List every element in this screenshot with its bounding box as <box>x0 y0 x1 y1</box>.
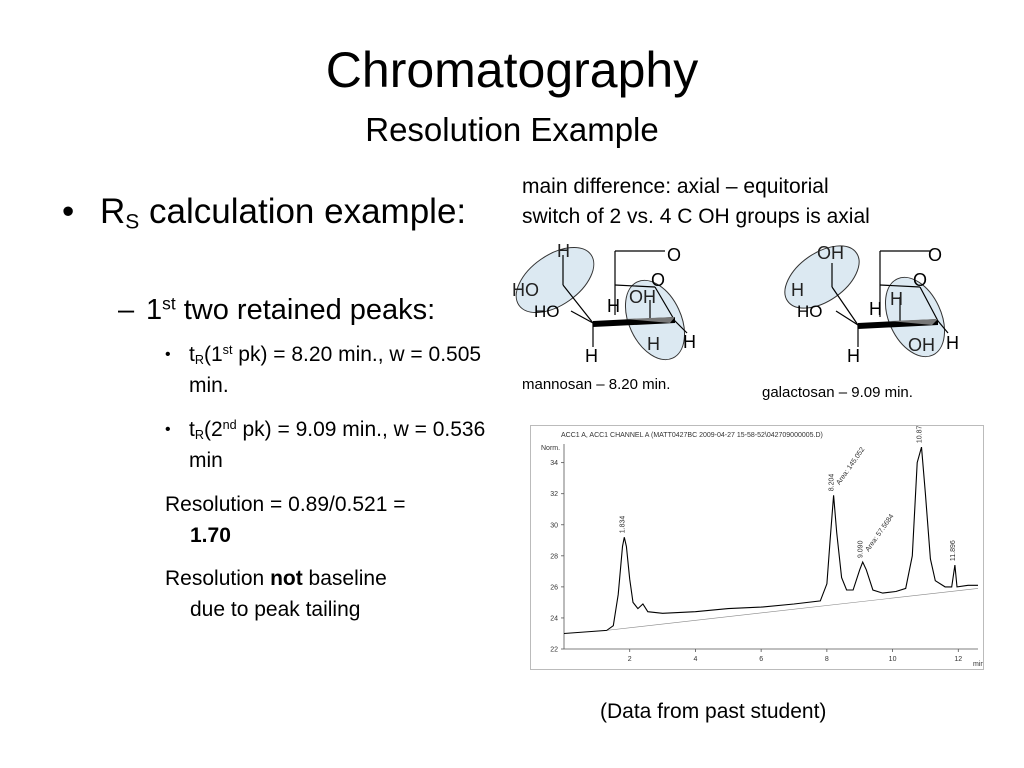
galactosan-o-ring: O <box>928 245 942 265</box>
galactosan-oh-bot: OH <box>908 335 935 355</box>
bullet-marker: • <box>62 192 75 231</box>
chromatogram-svg: ACC1 A, ACC1 CHANNEL A (MATT0427BC 2009-… <box>541 422 984 668</box>
peak-label: 11.896 <box>950 540 957 561</box>
slide-subtitle: Resolution Example <box>365 111 659 148</box>
y-tick-label: 32 <box>550 491 558 498</box>
y-tick-label: 26 <box>550 584 558 591</box>
mannosan-h-bot-right: H <box>647 334 660 354</box>
chromatogram-trace <box>563 446 978 635</box>
bullet-marker: • <box>165 421 171 438</box>
mannosan-ho-left: HO <box>512 280 539 300</box>
bullet-text: tR(2nd pk) = 9.09 min., w = 0.536 min <box>189 418 486 472</box>
galactosan-h-c: H <box>890 289 903 309</box>
mannosan-oh: OH <box>629 287 656 307</box>
bullet-peak-1: • tR(1st pk) = 8.20 min., w = 0.505 min. <box>165 339 485 403</box>
mannosan-h-right: H <box>683 332 696 352</box>
mannosan-h-mid: H <box>607 296 620 316</box>
mannosan-h-bottom: H <box>585 346 598 366</box>
y-tick-label: 30 <box>550 522 558 529</box>
bullet-marker: • <box>165 346 171 363</box>
mannosan-o-bridge: O <box>651 270 665 290</box>
data-source-note: (Data from past student) <box>600 700 827 723</box>
y-tick-label: 22 <box>550 647 558 654</box>
galactosan-ho-c: HO <box>797 302 823 321</box>
mannosan-structure: H O HO O OH HO H H H H <box>512 241 696 366</box>
bullet-text: RS calculation example: <box>100 192 467 234</box>
chromatogram-xlabel: min <box>973 661 983 668</box>
y-tick-label: 24 <box>550 615 558 622</box>
resolution-result: Resolution = 0.89/0.521 = 1.70 <box>165 489 505 551</box>
difference-note: main difference: axial – equitorial swit… <box>522 175 870 228</box>
resolution-value: 1.70 <box>190 524 231 547</box>
galactosan-structure: OH O H O H HO H OH H H <box>784 243 959 366</box>
slide-title: Chromatography <box>325 42 699 98</box>
mannosan-ho-c: HO <box>534 302 560 321</box>
highlight-ellipse <box>784 245 860 309</box>
x-tick-label: 6 <box>759 656 763 663</box>
resolution-note: Resolution not baseline due to peak tail… <box>165 567 387 621</box>
galactosan-caption: galactosan – 9.09 min. <box>762 384 913 401</box>
galactosan-oh-top: OH <box>817 243 844 263</box>
peak-label: 1.834 <box>619 516 626 534</box>
x-tick-label: 8 <box>825 656 829 663</box>
y-tick-label: 34 <box>550 460 558 467</box>
chromatogram: ACC1 A, ACC1 CHANNEL A (MATT0427BC 2009-… <box>530 422 984 670</box>
y-tick-label: 28 <box>550 553 558 560</box>
x-tick-label: 4 <box>693 656 697 663</box>
bullet-text: 1st two retained peaks: <box>146 293 436 326</box>
mannosan-h-top: H <box>557 241 570 261</box>
peak-label: 10.879 <box>916 426 923 443</box>
bullet-two-peaks: – 1st two retained peaks: <box>118 292 498 332</box>
bullet-text: tR(1st pk) = 8.20 min., w = 0.505 min. <box>189 343 482 397</box>
bullet-peak-2: • tR(2nd pk) = 9.09 min., w = 0.536 min <box>165 414 485 478</box>
dash-marker: – <box>118 294 135 326</box>
mannosan-caption: mannosan – 8.20 min. <box>522 376 671 393</box>
peak-area-label: Area: 57.5684 <box>865 513 896 553</box>
chromatogram-header: ACC1 A, ACC1 CHANNEL A (MATT0427BC 2009-… <box>561 432 823 439</box>
x-tick-label: 2 <box>628 656 632 663</box>
peak-area-label: Area: 145.052 <box>835 446 866 486</box>
chromatogram-plot <box>563 446 979 635</box>
bullet-rs-calculation: • RS calculation example: <box>62 190 482 280</box>
x-tick-label: 10 <box>889 656 897 663</box>
mannosan-o-ring: O <box>667 245 681 265</box>
galactosan-h-right: H <box>946 333 959 353</box>
galactosan-h-left: H <box>791 280 804 300</box>
galactosan-o-bridge: O <box>913 270 927 290</box>
galactosan-h-bottom: H <box>847 346 860 366</box>
peak-label: 9.090 <box>858 540 865 558</box>
x-tick-label: 12 <box>954 656 962 663</box>
galactosan-h-mid: H <box>869 299 882 319</box>
highlight-ellipse <box>515 246 595 314</box>
chromatogram-peak-labels: 1.834 8.204 Area: 145.052 9.090 Area: 57.568… <box>619 422 957 562</box>
peak-label: 8.204 <box>829 474 836 492</box>
integration-baseline <box>606 588 979 631</box>
chromatogram-ylabel: Norm. <box>541 445 560 452</box>
